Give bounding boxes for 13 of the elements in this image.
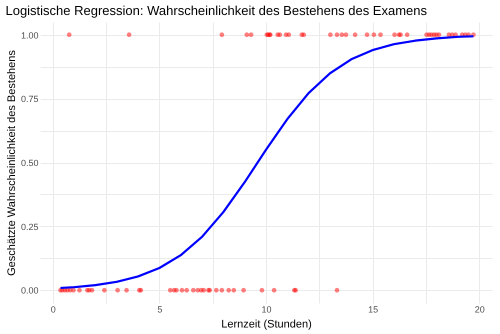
y-axis-title: Geschätzte Wahrscheinlichkeit des Bestehens xyxy=(6,50,18,276)
x-tick-label: 10 xyxy=(261,304,272,314)
x-tick-label: 0 xyxy=(50,304,56,314)
chart-title: Logistische Regression: Wahrscheinlichkeit des Bestehens des Examens xyxy=(5,3,428,18)
y-tick-label: 1.00 xyxy=(20,30,38,40)
y-tick-label: 0.25 xyxy=(20,222,38,232)
x-tick-label: 20 xyxy=(474,304,485,314)
y-tick-label: 0.00 xyxy=(20,286,38,296)
y-tick-label: 0.50 xyxy=(20,158,38,168)
x-tick-label: 5 xyxy=(157,304,162,314)
y-tick-label: 0.75 xyxy=(20,94,38,104)
x-tick-label: 15 xyxy=(368,304,378,314)
x-axis-title: Lernzeit (Stunden) xyxy=(221,318,312,330)
